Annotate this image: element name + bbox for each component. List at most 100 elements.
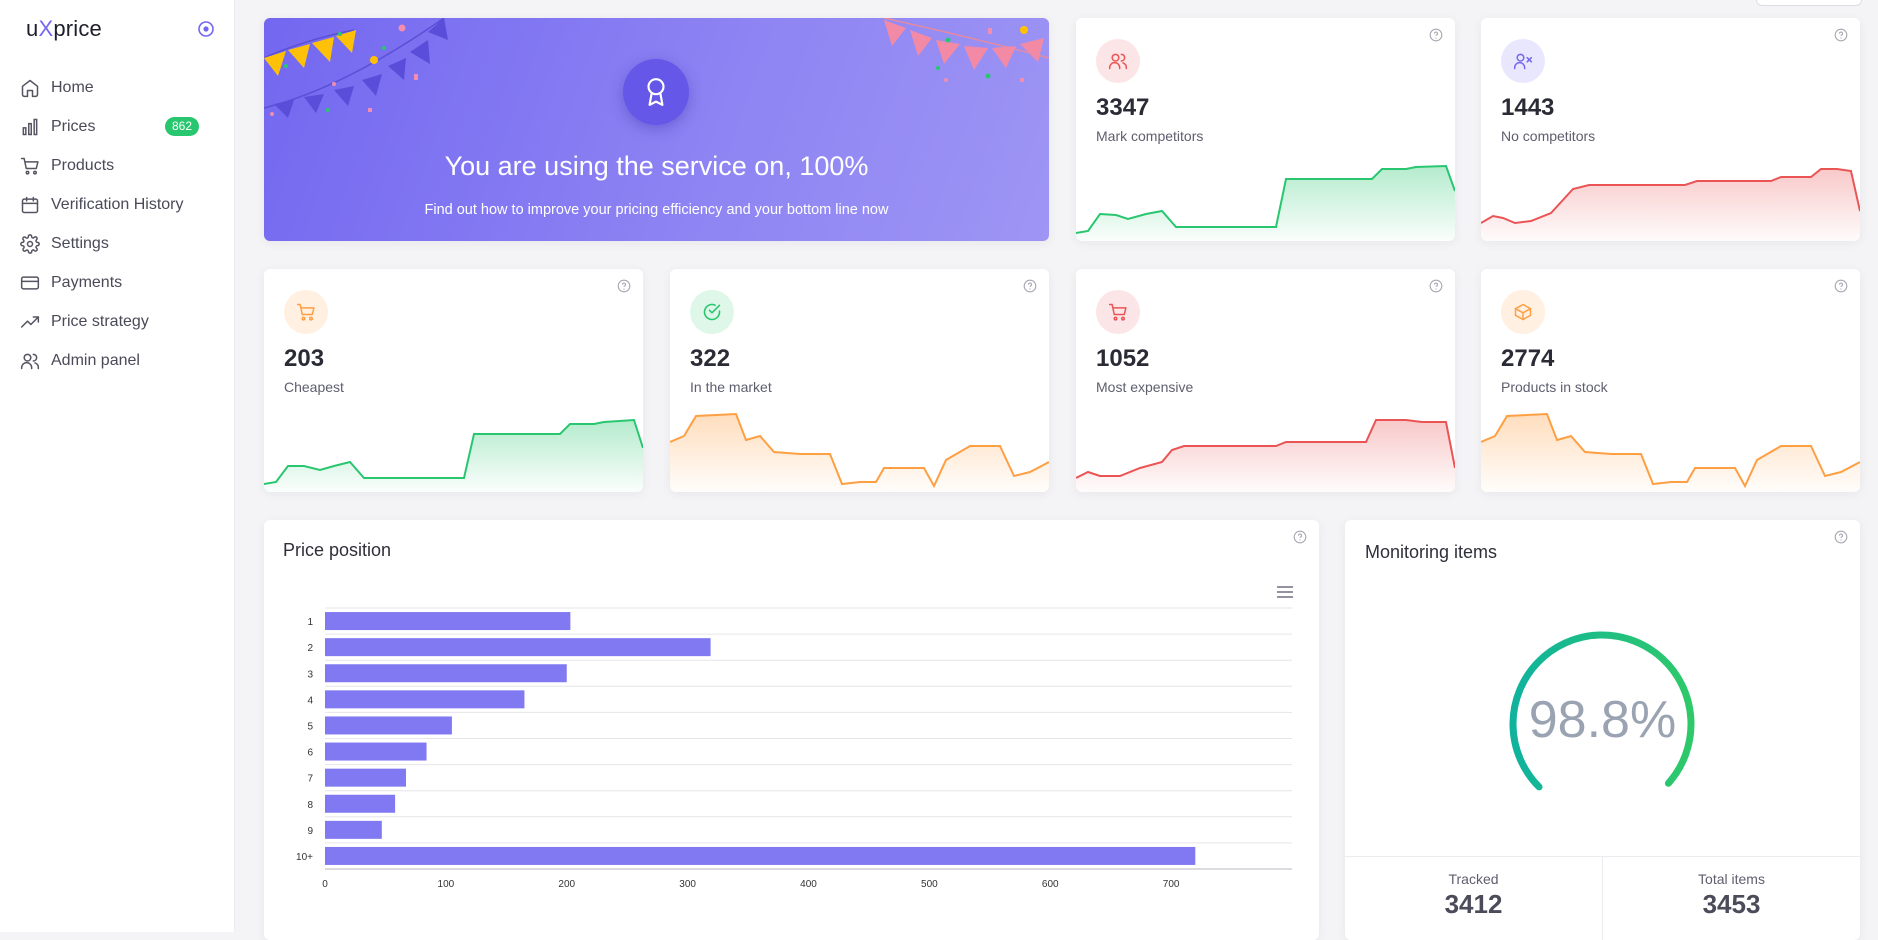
stat-card-mark-competitors: 3347 Mark competitors: [1076, 18, 1455, 241]
total-items-label: Total items: [1698, 871, 1765, 887]
stat-card-products-in-stock: 2774 Products in stock: [1481, 269, 1860, 492]
cart-icon: [1096, 290, 1140, 334]
x-tick-label: 300: [679, 879, 696, 890]
tracked-value: 3412: [1444, 889, 1503, 919]
calendar-icon: [19, 194, 40, 215]
y-tick-label: 3: [307, 669, 313, 680]
monitoring-gauge: [1509, 631, 1695, 791]
logo-x: X: [38, 16, 54, 41]
award-icon: [623, 59, 689, 125]
sidebar-nav: Home Prices 862 Products Verification Hi…: [0, 68, 234, 380]
sidebar-item-label: Home: [51, 78, 94, 96]
help-icon[interactable]: [1834, 279, 1848, 293]
users-icon: [19, 350, 40, 371]
hamburger-menu-icon[interactable]: [1276, 585, 1294, 599]
confetti-decoration: [264, 18, 1049, 118]
y-tick-label: 4: [307, 695, 313, 706]
sidebar-item-label: Verification History: [51, 195, 184, 213]
sidebar-item-label: Admin panel: [51, 351, 140, 369]
stat-value: 3347: [1096, 94, 1150, 121]
stat-label: Products in stock: [1501, 379, 1608, 395]
help-icon[interactable]: [1023, 279, 1037, 293]
stat-label: Mark competitors: [1096, 128, 1204, 144]
y-tick-label: 7: [307, 774, 313, 785]
sidebar-item-settings[interactable]: Settings: [0, 224, 234, 263]
y-tick-label: 2: [307, 643, 313, 654]
price-position-card: Price position 1 2 3 4 5 6 7 8 9 10+ 0 100 200 300 400…: [264, 520, 1319, 940]
stat-label: No competitors: [1501, 128, 1596, 144]
x-tick-label: 0: [322, 879, 328, 890]
sparkline-chart: [1481, 412, 1860, 492]
sparkline-chart: [264, 418, 643, 492]
stat-card-no-competitors: 1443 No competitors: [1481, 18, 1860, 241]
stat-label: In the market: [690, 379, 772, 395]
sidebar-item-payments[interactable]: Payments: [0, 263, 234, 302]
stat-value: 1052: [1096, 345, 1150, 372]
x-tick-label: 600: [1042, 879, 1059, 890]
y-tick-label: 1: [307, 617, 313, 628]
gear-icon: [19, 233, 40, 254]
sidebar-item-home[interactable]: Home: [0, 68, 234, 107]
stat-card-in-the-market: 322 In the market: [670, 269, 1049, 492]
total-items-value: 3453: [1702, 889, 1761, 919]
user-x-icon: [1501, 39, 1545, 83]
sidebar-item-admin-panel[interactable]: Admin panel: [0, 341, 234, 380]
gauge-arc: [1509, 631, 1695, 791]
sidebar-item-price-strategy[interactable]: Price strategy: [0, 302, 234, 341]
sidebar-item-label: Settings: [51, 234, 109, 252]
collapse-sidebar-icon[interactable]: [198, 21, 214, 37]
x-tick-label: 400: [800, 879, 817, 890]
sidebar-item-products[interactable]: Products: [0, 146, 234, 185]
y-tick-label: 8: [307, 800, 313, 811]
bar[interactable]: [325, 716, 452, 735]
bar-chart-icon: [19, 116, 40, 137]
top-right-control[interactable]: [1756, 0, 1862, 6]
monitoring-percent: 98.8%: [1528, 691, 1677, 749]
stat-card-most-expensive: 1052 Most expensive: [1076, 269, 1455, 492]
sparkline-chart: [1076, 419, 1455, 492]
y-tick-label: 9: [307, 826, 313, 837]
price-position-chart: 1 2 3 4 5 6 7 8 9 10+ 0 100 200 300 400 500 600 700: [296, 607, 1292, 890]
bar[interactable]: [325, 768, 406, 787]
prices-count-badge: 862: [165, 117, 200, 136]
price-position-title: Price position: [283, 540, 392, 560]
stat-label: Cheapest: [284, 379, 344, 395]
help-icon[interactable]: [1834, 530, 1848, 544]
bar[interactable]: [325, 638, 711, 657]
users-icon: [1096, 39, 1140, 83]
stat-value: 1443: [1501, 94, 1555, 121]
help-icon[interactable]: [1834, 28, 1848, 42]
app-logo[interactable]: uXprice: [26, 16, 102, 42]
sparkline-chart: [1481, 168, 1860, 241]
cart-icon: [19, 155, 40, 176]
sidebar-item-label: Price strategy: [51, 312, 149, 330]
check-circle-icon: [690, 290, 734, 334]
help-icon[interactable]: [1293, 530, 1307, 544]
bar[interactable]: [325, 820, 382, 839]
bar[interactable]: [325, 664, 567, 683]
bar[interactable]: [325, 794, 396, 813]
stat-card-cheapest: 203 Cheapest: [264, 269, 643, 492]
total-items-stat: Total items 3453: [1603, 857, 1860, 940]
hero-title: You are using the service on, 100%: [444, 151, 869, 181]
help-icon[interactable]: [1429, 279, 1443, 293]
bar[interactable]: [325, 690, 525, 709]
logo-suffix: price: [53, 16, 102, 41]
credit-card-icon: [19, 272, 40, 293]
y-tick-label: 6: [307, 748, 313, 759]
sidebar-item-verification-history[interactable]: Verification History: [0, 185, 234, 224]
x-tick-label: 200: [558, 879, 575, 890]
home-icon: [19, 77, 40, 98]
trending-up-icon: [19, 311, 40, 332]
help-icon[interactable]: [617, 279, 631, 293]
bar[interactable]: [325, 742, 427, 761]
monitoring-title: Monitoring items: [1365, 542, 1498, 562]
help-icon[interactable]: [1429, 28, 1443, 42]
tracked-stat: Tracked 3412: [1345, 857, 1603, 940]
x-tick-label: 700: [1163, 879, 1180, 890]
sidebar-item-prices[interactable]: Prices 862: [0, 107, 234, 146]
bar[interactable]: [325, 612, 571, 631]
sidebar-item-label: Prices: [51, 117, 96, 135]
stat-value: 203: [284, 345, 325, 372]
bar[interactable]: [325, 846, 1196, 865]
